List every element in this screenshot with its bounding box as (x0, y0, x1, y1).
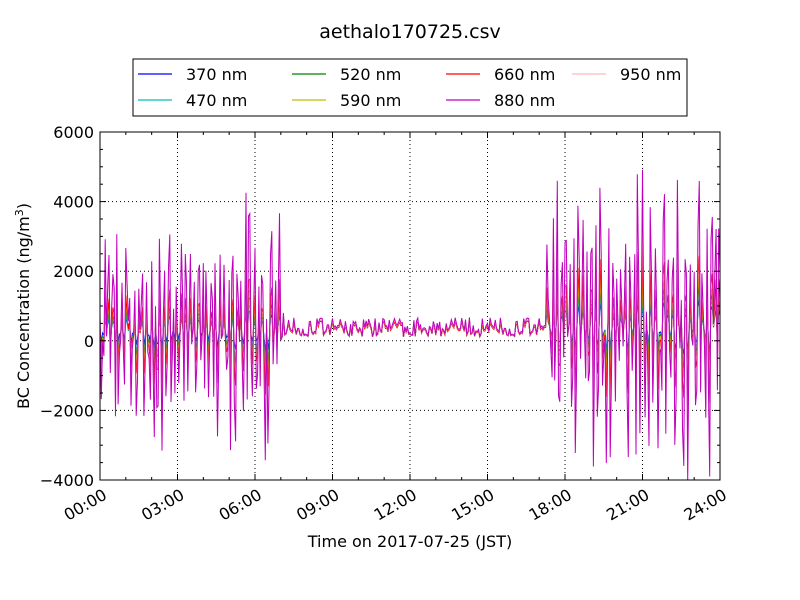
legend-label: 370 nm (186, 65, 247, 84)
x-tick-label: 18:00 (526, 485, 575, 525)
chart-title: aethalo170725.csv (319, 21, 501, 43)
x-tick-label: 00:00 (61, 485, 110, 525)
x-tick-label: 15:00 (448, 485, 497, 525)
x-tick-label: 21:00 (603, 485, 652, 525)
x-tick-label: 06:00 (216, 485, 265, 525)
legend-box (132, 58, 688, 117)
y-tick-label: −4000 (40, 471, 94, 490)
grid-lines (100, 132, 720, 480)
legend-label: 660 nm (494, 65, 555, 84)
y-tick-label: 4000 (53, 193, 94, 212)
legend-label: 590 nm (340, 91, 401, 110)
x-tick-label: 12:00 (371, 485, 420, 525)
x-tick-label: 24:00 (681, 485, 730, 525)
x-tick-label: 03:00 (138, 485, 187, 525)
y-tick-label: 2000 (53, 262, 94, 281)
legend-label: 470 nm (186, 91, 247, 110)
series-line-880-nm (100, 169, 720, 480)
x-tick-label: 09:00 (293, 485, 342, 525)
series-lines (100, 169, 720, 480)
y-tick-label: −2000 (40, 401, 94, 420)
legend-label: 950 nm (620, 65, 681, 84)
y-axis-label-main: BC Concentration (ng/m (14, 216, 33, 409)
y-axis-label-sup: 3 (13, 209, 26, 216)
y-tick-label: 6000 (53, 123, 94, 142)
x-axis-label: Time on 2017-07-25 (JST) (307, 532, 512, 551)
y-tick-label: 0 (84, 332, 94, 351)
legend-label: 520 nm (340, 65, 401, 84)
legend: 370 nm 470 nm 520 nm 590 nm 660 nm 880 nm 950 … (132, 58, 688, 117)
legend-label: 880 nm (494, 91, 555, 110)
y-axis-label: BC Concentration (ng/m3) (13, 203, 33, 409)
y-axis-label-end: ) (14, 203, 33, 209)
